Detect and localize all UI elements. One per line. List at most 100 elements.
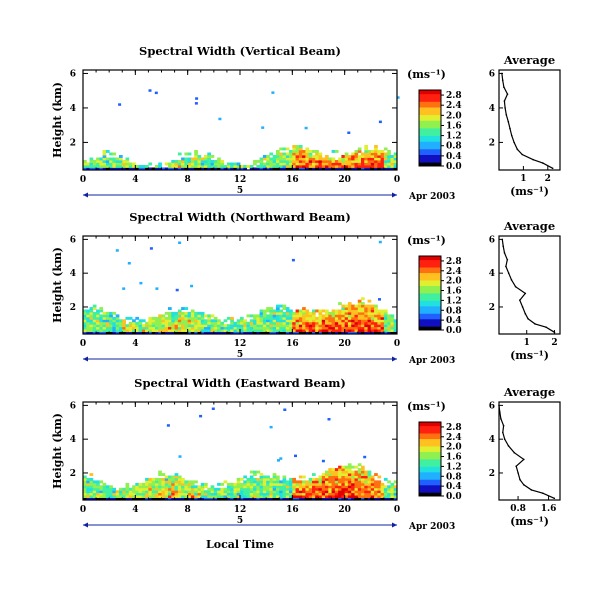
heatmap-cell <box>174 497 179 501</box>
heatmap-cell <box>331 309 336 313</box>
heatmap-cell <box>357 475 362 479</box>
heatmap-cell <box>383 487 388 491</box>
heatmap-cell <box>161 316 166 320</box>
heatmap-cell <box>289 309 293 313</box>
x-tick-label: 0 <box>80 175 86 185</box>
heatmap-cell <box>89 482 94 486</box>
heatmap-cell <box>298 324 303 328</box>
heatmap-cell <box>338 495 342 498</box>
heatmap-cell <box>390 314 395 318</box>
colorbar-segment <box>419 440 441 443</box>
heatmap-cell <box>96 319 100 323</box>
heatmap-cell <box>341 475 346 479</box>
heatmap-cell <box>351 311 355 315</box>
heatmap-cell <box>109 329 113 332</box>
heatmap-cell <box>367 477 372 481</box>
heatmap-cell <box>155 497 159 501</box>
heatmap-cell <box>325 326 329 330</box>
average-title: Average <box>503 219 555 233</box>
average-profile-point <box>516 148 519 151</box>
heatmap-cell <box>295 165 300 168</box>
heatmap-cell <box>351 470 355 474</box>
heatmap-cell <box>125 162 130 166</box>
heatmap-cell <box>158 477 162 481</box>
heatmap-cell <box>145 331 149 335</box>
heatmap-cell <box>89 321 94 325</box>
heatmap-cell <box>83 167 87 171</box>
heatmap-cell <box>334 487 339 491</box>
heatmap-cell <box>243 329 247 332</box>
heatmap-cell <box>200 167 205 171</box>
heatmap-cell <box>259 324 264 328</box>
heatmap-cell <box>109 321 113 325</box>
heatmap-cell <box>279 485 283 489</box>
heatmap-cell <box>243 480 247 484</box>
heatmap-cell <box>338 477 342 481</box>
heatmap-cell <box>236 497 241 501</box>
heatmap-cell <box>325 165 329 168</box>
heatmap-cell <box>161 167 166 171</box>
heatmap-cell <box>204 162 208 166</box>
heatmap-cell <box>334 482 339 486</box>
heatmap-cell <box>305 165 310 168</box>
heatmap-cell <box>253 495 257 498</box>
heatmap-cell <box>341 324 346 328</box>
heatmap-cell <box>289 150 293 153</box>
heatmap-cell <box>377 480 382 484</box>
heatmap-cell <box>279 155 283 158</box>
heatmap-cell <box>181 480 185 484</box>
heatmap-cell <box>328 324 332 328</box>
heatmap-cell <box>331 475 336 479</box>
heatmap-cell <box>200 319 205 323</box>
heatmap-cell <box>256 485 261 489</box>
heatmap-cell <box>276 316 280 320</box>
heatmap-cell <box>305 160 310 163</box>
heatmap-cell <box>315 150 319 153</box>
heatmap-cell <box>253 492 257 496</box>
heatmap-cell <box>328 316 332 320</box>
heatmap-cell <box>89 480 94 484</box>
heatmap-cell <box>141 167 146 171</box>
heatmap-cell <box>361 465 365 469</box>
heatmap-cell <box>289 314 293 318</box>
average-profile-point <box>524 312 527 315</box>
heatmap-cell <box>351 155 355 158</box>
heatmap-cell <box>357 470 362 474</box>
heatmap-cell <box>357 299 362 303</box>
heatmap-cell <box>230 167 234 171</box>
heatmap-cell <box>282 482 287 486</box>
heatmap-cell <box>210 487 215 491</box>
heatmap-cell <box>259 167 264 171</box>
heatmap-cell <box>213 331 218 335</box>
heatmap-cell <box>151 492 156 496</box>
y-axis-label: Height (km) <box>51 413 64 489</box>
heatmap-cell <box>194 314 198 318</box>
heatmap-cell <box>89 324 94 328</box>
heatmap-cell <box>240 492 244 496</box>
heatmap-cell <box>148 89 152 92</box>
heatmap-cell <box>158 492 162 496</box>
heatmap-cell <box>292 331 296 335</box>
heatmap-cell <box>305 497 310 501</box>
heatmap-cell <box>266 329 270 332</box>
heatmap-cell <box>298 331 303 335</box>
heatmap-cell <box>289 324 293 328</box>
heatmap-cell <box>315 160 319 163</box>
heatmap-cell <box>354 157 359 161</box>
heatmap-cell <box>249 167 254 171</box>
average-y-tick-label: 2 <box>489 303 495 313</box>
heatmap-cell <box>272 497 277 501</box>
heatmap-cell <box>220 160 225 163</box>
heatmap-cell <box>331 470 336 474</box>
heatmap-cell <box>177 314 182 318</box>
heatmap-cell <box>148 490 153 494</box>
heatmap-cell <box>184 162 189 166</box>
heatmap-cell <box>305 490 310 494</box>
heatmap-cell <box>194 311 198 315</box>
heatmap-cell <box>194 157 198 161</box>
heatmap-cell <box>151 326 156 330</box>
heatmap-cell <box>361 470 365 474</box>
heatmap-cell <box>266 331 270 335</box>
heatmap-cell <box>262 492 267 496</box>
heatmap-cell <box>171 480 175 484</box>
